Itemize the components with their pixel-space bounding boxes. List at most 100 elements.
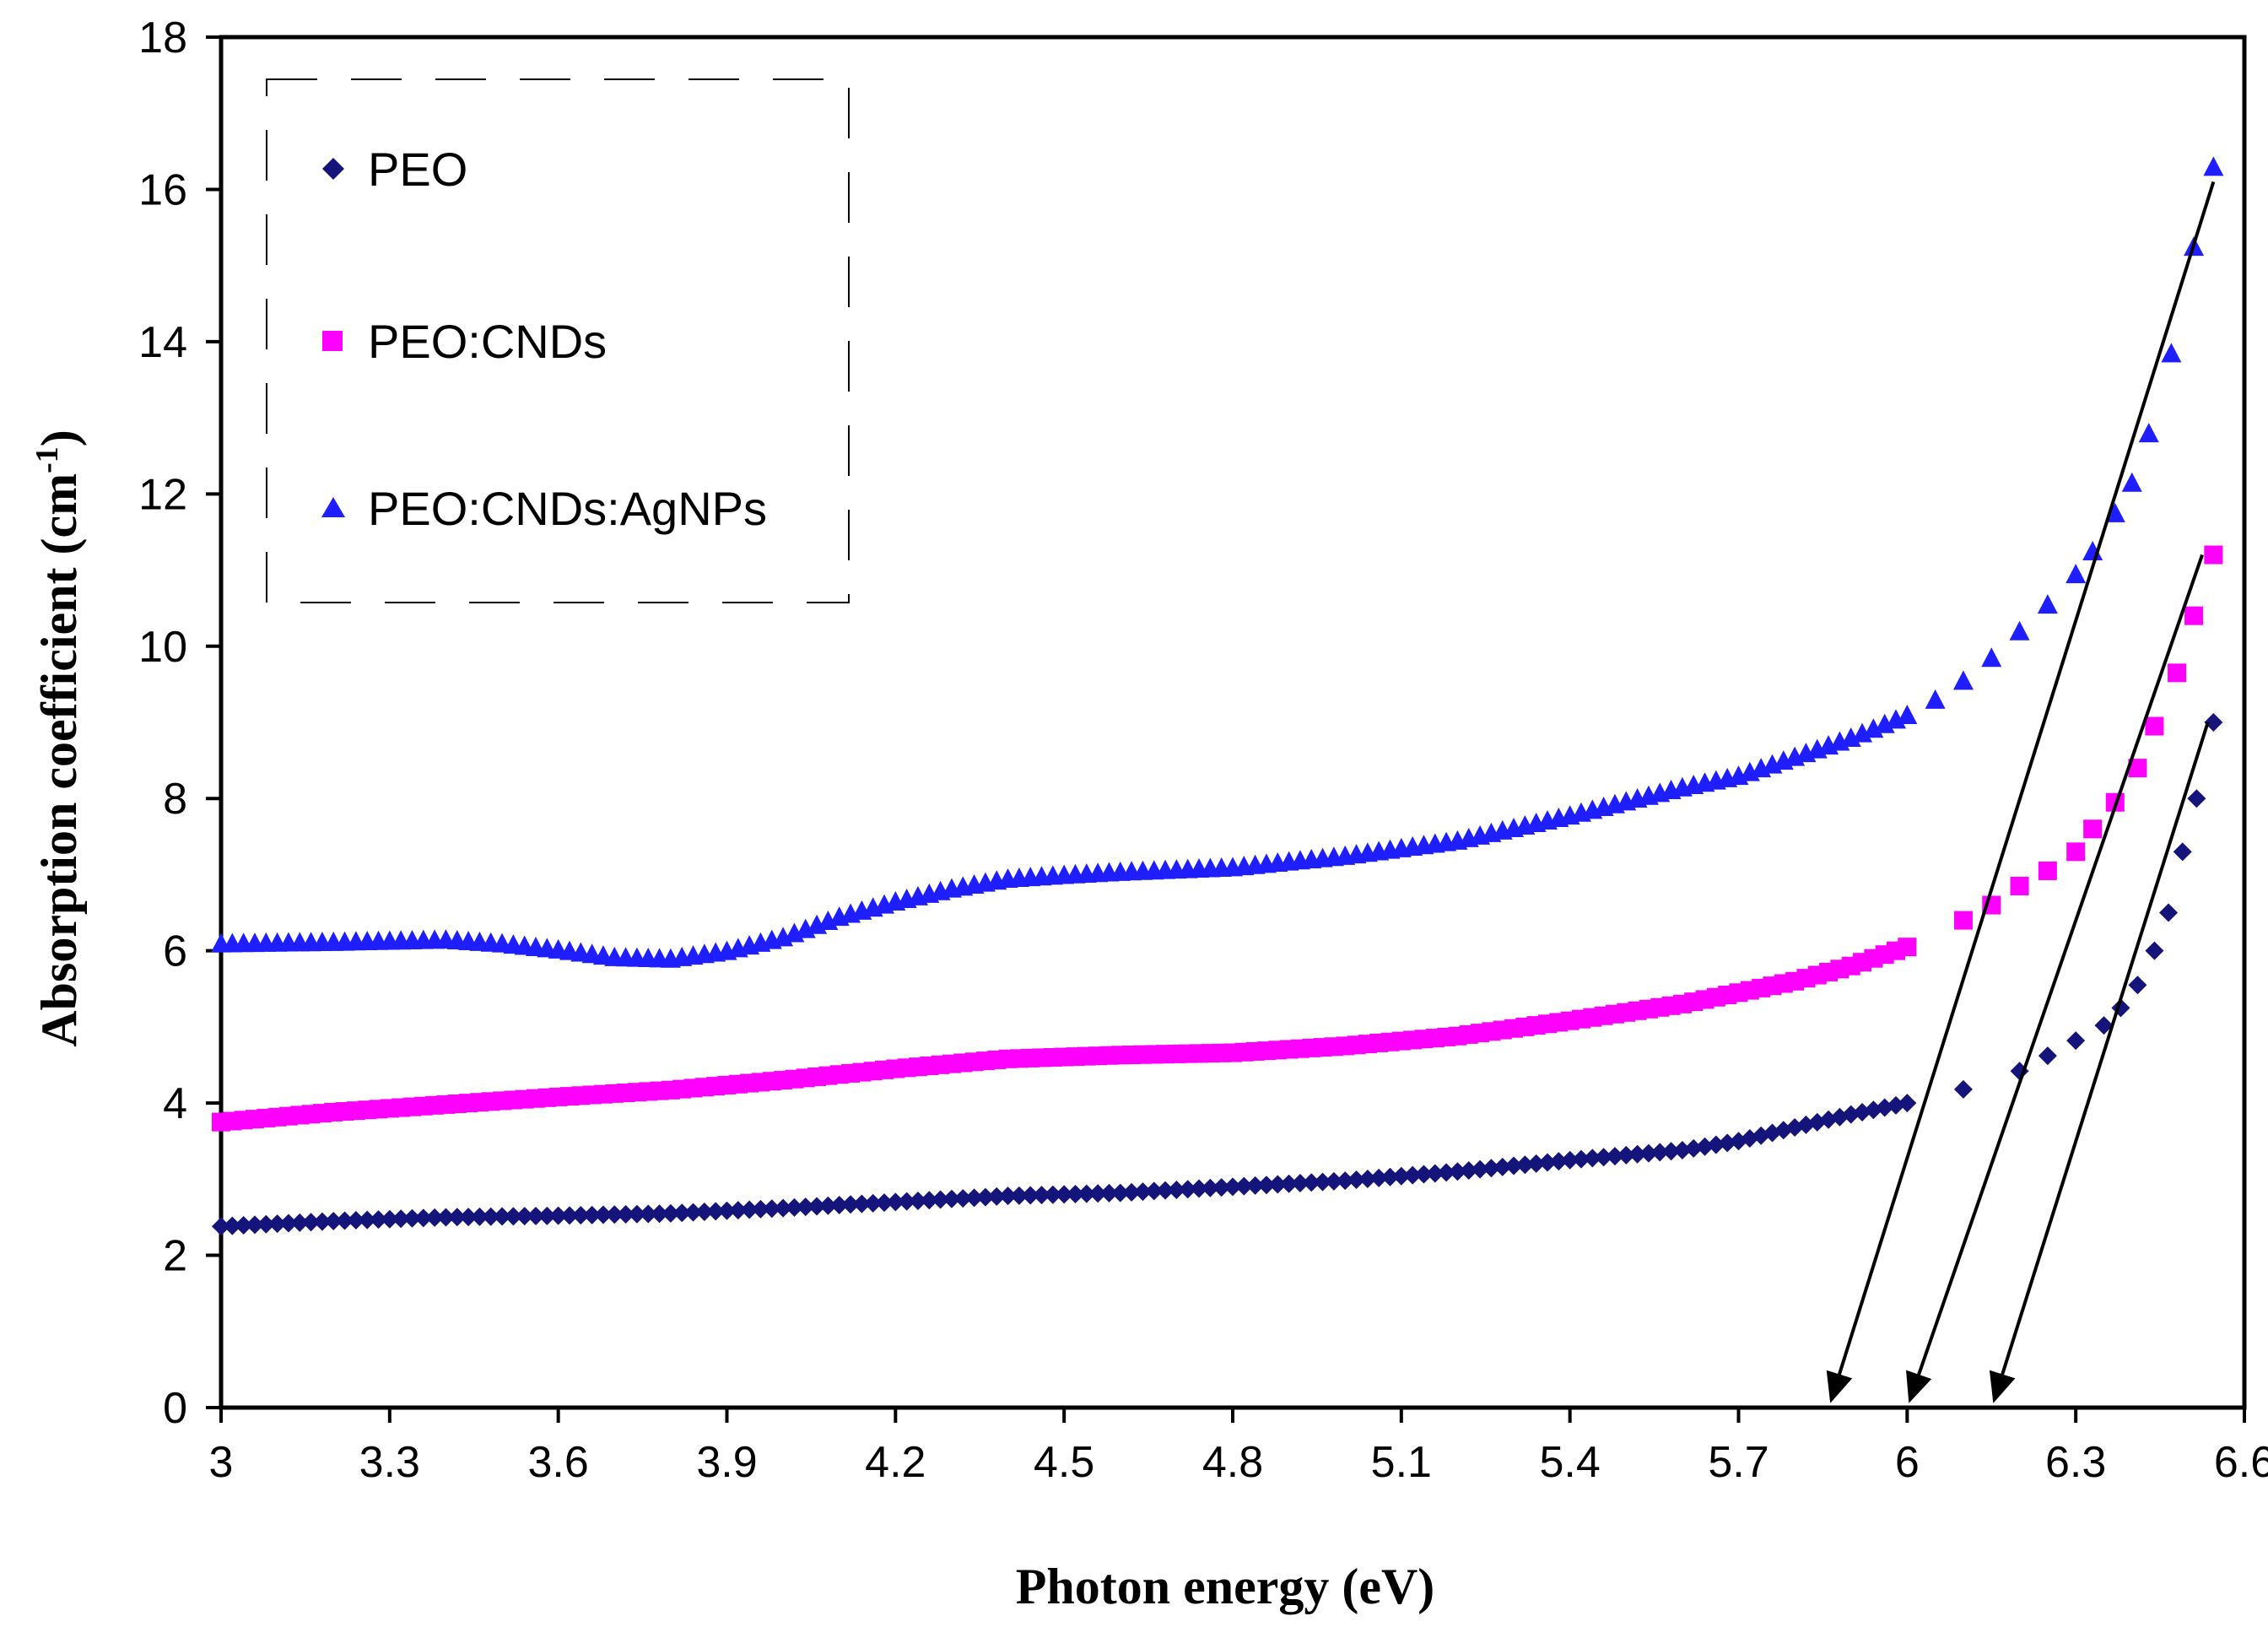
data-point xyxy=(223,1216,242,1235)
data-point xyxy=(1055,1185,1074,1204)
x-tick-label: 5.4 xyxy=(1540,1438,1601,1487)
data-point xyxy=(1981,647,2002,668)
y-axis-title: Absorption coefficient (cm-1) xyxy=(30,430,87,1046)
data-point xyxy=(1290,1174,1310,1193)
y-tick-label: 4 xyxy=(163,1079,187,1128)
y-tick-label: 2 xyxy=(163,1232,187,1281)
x-tick-label: 6.3 xyxy=(2045,1438,2106,1487)
data-point xyxy=(1459,1160,1478,1180)
data-point xyxy=(1369,1168,1389,1187)
data-point xyxy=(2009,620,2030,641)
data-point xyxy=(1897,704,1918,724)
data-point xyxy=(1234,1176,1254,1196)
data-point xyxy=(1953,1079,1973,1099)
data-point xyxy=(1302,1173,1321,1192)
x-tick-label: 3.6 xyxy=(528,1438,589,1487)
data-point xyxy=(1066,1185,1085,1204)
data-point xyxy=(672,1203,692,1223)
data-point xyxy=(751,1199,770,1219)
data-point xyxy=(1695,1137,1714,1156)
plot-area xyxy=(219,35,2247,1410)
data-point xyxy=(852,1194,872,1213)
data-point xyxy=(1279,1174,1299,1193)
data-point xyxy=(2104,502,2125,522)
data-point xyxy=(245,1215,264,1235)
data-point xyxy=(2037,594,2058,614)
data-point xyxy=(526,1207,546,1226)
data-point xyxy=(2159,903,2179,922)
data-point xyxy=(931,1190,950,1209)
y-axis-title-superscript: -1 xyxy=(30,446,65,473)
data-point xyxy=(256,1214,276,1234)
y-tick-label: 6 xyxy=(163,927,187,976)
data-point xyxy=(470,1207,489,1226)
legend-item-peo-cnds: PEO:CNDs xyxy=(322,315,607,368)
data-point xyxy=(358,1210,377,1230)
data-point xyxy=(1953,911,1973,930)
data-point xyxy=(605,1205,624,1224)
data-point xyxy=(807,1197,827,1216)
data-point xyxy=(1538,1153,1558,1172)
data-point xyxy=(1437,1163,1456,1182)
data-point xyxy=(2145,716,2164,736)
data-point xyxy=(1628,1144,1647,1164)
data-point xyxy=(942,1189,961,1208)
data-point xyxy=(324,1211,343,1230)
data-point xyxy=(863,1193,883,1213)
data-point xyxy=(2038,861,2057,880)
data-point xyxy=(1605,1147,1624,1166)
data-point xyxy=(1077,1184,1096,1203)
data-point xyxy=(267,1214,287,1234)
data-point xyxy=(1099,1183,1119,1203)
x-tick-label: 3.3 xyxy=(359,1438,420,1487)
data-point xyxy=(582,1205,602,1224)
data-point xyxy=(1167,1180,1186,1199)
legend-label-peo-cnds: PEO:CNDs xyxy=(368,315,607,368)
data-point xyxy=(1403,1165,1423,1185)
data-point xyxy=(571,1206,591,1225)
data-point xyxy=(548,1206,568,1225)
data-point xyxy=(2204,545,2223,565)
data-point xyxy=(2161,343,2182,363)
data-point xyxy=(537,1206,557,1225)
data-point xyxy=(413,1208,433,1228)
data-point xyxy=(964,1188,984,1208)
series-group xyxy=(211,156,2224,1236)
legend-box xyxy=(266,78,850,603)
legend-item-peo-cnds-agnps: PEO:CNDs:AgNPs xyxy=(321,482,767,535)
data-point xyxy=(2010,876,2029,895)
data-point xyxy=(1347,1170,1366,1190)
data-point xyxy=(2187,789,2206,808)
data-point xyxy=(1201,1178,1220,1197)
data-point xyxy=(380,1209,399,1229)
data-point xyxy=(908,1191,927,1210)
annotations xyxy=(1826,181,2216,1403)
data-point xyxy=(234,1216,253,1235)
data-point xyxy=(975,1187,995,1207)
data-point xyxy=(796,1197,815,1217)
data-point xyxy=(728,1201,748,1220)
data-point xyxy=(1448,1162,1467,1181)
data-point xyxy=(1245,1176,1265,1195)
data-point xyxy=(639,1204,658,1224)
data-point xyxy=(559,1206,579,1225)
data-point xyxy=(818,1196,838,1215)
data-point xyxy=(1672,1141,1692,1160)
data-point xyxy=(2173,842,2192,862)
data-point xyxy=(1122,1182,1142,1202)
data-point xyxy=(2038,1046,2057,1066)
data-point xyxy=(1144,1181,1164,1201)
tangent-arrow xyxy=(1989,722,2210,1403)
data-point xyxy=(425,1208,445,1227)
data-point xyxy=(1661,1142,1681,1161)
data-point xyxy=(875,1193,894,1213)
data-point xyxy=(694,1203,714,1222)
data-point xyxy=(1009,1186,1029,1205)
data-point xyxy=(504,1207,523,1226)
data-point xyxy=(1706,1135,1725,1154)
data-point xyxy=(1268,1175,1288,1194)
data-point xyxy=(1088,1184,1108,1203)
data-point xyxy=(706,1202,726,1221)
data-point xyxy=(829,1196,849,1215)
data-point xyxy=(1133,1182,1153,1202)
